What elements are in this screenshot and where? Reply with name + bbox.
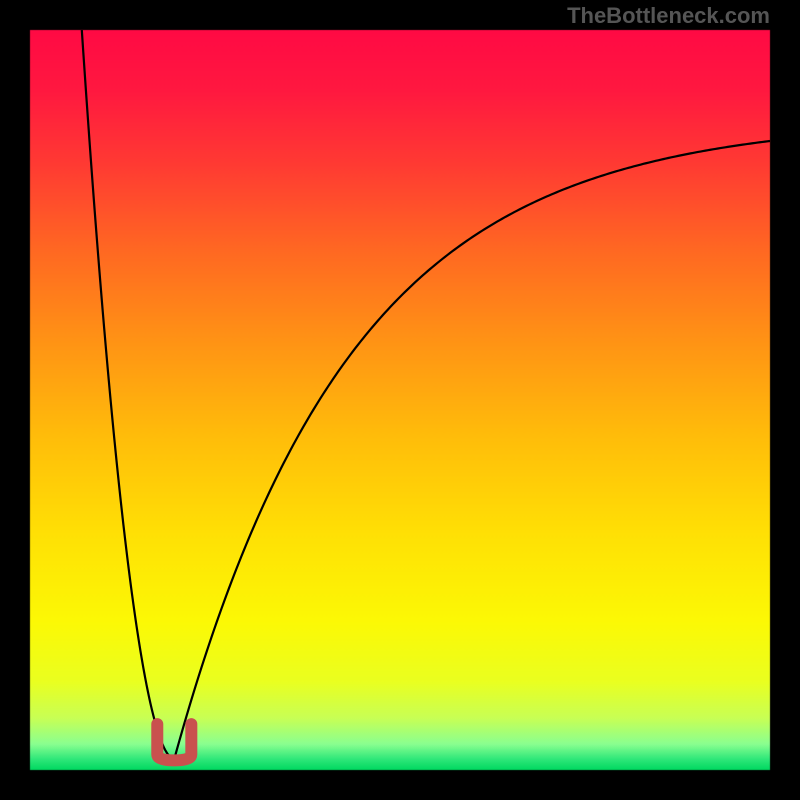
watermark-label: TheBottleneck.com (567, 3, 770, 29)
curve-plot (0, 0, 800, 800)
bottleneck-curve (82, 30, 770, 759)
chart-root: TheBottleneck.com (0, 0, 800, 800)
valley-marker (157, 724, 191, 760)
